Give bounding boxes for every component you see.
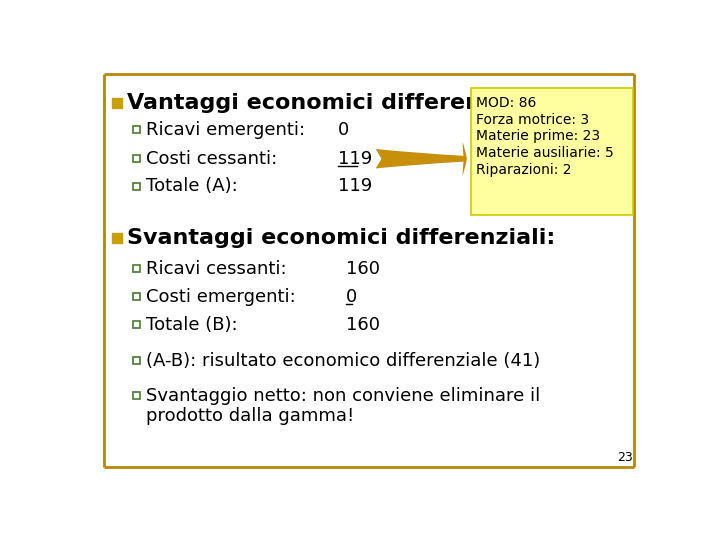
Bar	[132, 392, 140, 399]
Text: Svantaggi economici differenziali:: Svantaggi economici differenziali:	[127, 228, 555, 248]
Bar	[132, 155, 140, 162]
Bar	[132, 265, 140, 272]
Bar	[112, 233, 122, 242]
Bar	[132, 294, 140, 300]
Text: Materie ausiliarie: 5: Materie ausiliarie: 5	[476, 146, 613, 160]
Text: 160: 160	[346, 260, 379, 278]
Text: 23: 23	[617, 451, 632, 464]
Text: Totale (A):: Totale (A):	[145, 178, 238, 195]
Bar	[112, 98, 122, 108]
Text: Ricavi cessanti:: Ricavi cessanti:	[145, 260, 287, 278]
Text: 119: 119	[338, 178, 372, 195]
Text: prodotto dalla gamma!: prodotto dalla gamma!	[145, 407, 354, 425]
Text: Materie prime: 23: Materie prime: 23	[476, 130, 600, 144]
Text: MOD: 86: MOD: 86	[476, 96, 536, 110]
Text: Svantaggio netto: non conviene eliminare il: Svantaggio netto: non conviene eliminare…	[145, 387, 540, 405]
Text: 0: 0	[338, 122, 349, 139]
Text: Vantaggi economici differenziali:: Vantaggi economici differenziali:	[127, 93, 541, 113]
Text: (A-B): risultato economico differenziale (41): (A-B): risultato economico differenziale…	[145, 352, 540, 370]
Text: Ricavi emergenti:: Ricavi emergenti:	[145, 122, 305, 139]
Text: 160: 160	[346, 316, 379, 334]
Bar	[132, 126, 140, 133]
Text: Costi cessanti:: Costi cessanti:	[145, 150, 277, 168]
Text: 0: 0	[346, 288, 357, 306]
Text: Costi emergenti:: Costi emergenti:	[145, 288, 295, 306]
Bar	[132, 183, 140, 190]
Text: 119: 119	[338, 150, 372, 168]
Text: Riparazioni: 2: Riparazioni: 2	[476, 164, 572, 177]
Bar	[132, 357, 140, 364]
Text: Totale (B):: Totale (B):	[145, 316, 238, 334]
Bar	[472, 88, 632, 215]
Bar	[132, 321, 140, 328]
Text: Forza motrice: 3: Forza motrice: 3	[476, 112, 589, 126]
